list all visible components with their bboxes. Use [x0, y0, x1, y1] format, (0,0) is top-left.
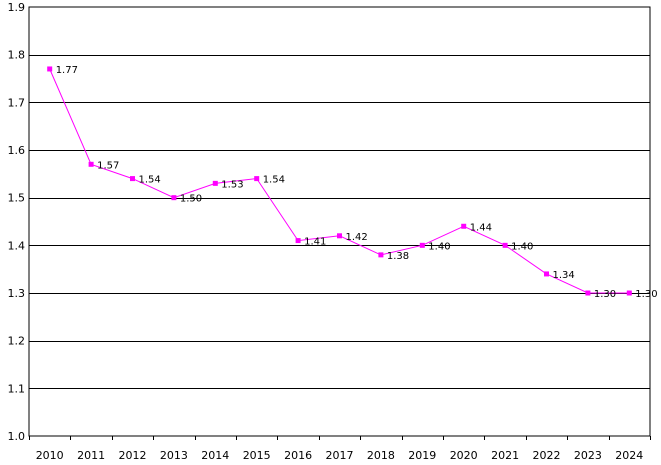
x-tick-label: 2015: [243, 449, 271, 462]
y-tick-label: 1.2: [8, 335, 26, 348]
data-label: 1.42: [346, 232, 368, 243]
y-tick-label: 1.1: [8, 382, 26, 395]
data-label: 1.34: [553, 270, 575, 281]
data-point: [626, 290, 632, 296]
data-point: [419, 242, 425, 248]
data-label: 1.57: [97, 160, 119, 171]
data-point: [337, 233, 342, 239]
data-label: 1.54: [139, 175, 161, 186]
x-tick-label: 2011: [77, 449, 105, 462]
data-point: [254, 176, 260, 182]
data-point: [130, 176, 135, 182]
y-tick-label: 1.7: [8, 96, 26, 109]
x-tick-label: 2022: [533, 449, 561, 462]
data-label: 1.40: [428, 241, 450, 252]
data-label: 1.30: [594, 289, 616, 300]
data-point: [88, 161, 94, 167]
y-tick-label: 1.5: [8, 192, 26, 205]
data-point: [295, 238, 301, 244]
x-tick-label: 2018: [367, 449, 395, 462]
x-tick-label: 2017: [326, 449, 354, 462]
y-tick-label: 1.0: [8, 430, 26, 443]
x-tick-label: 2012: [119, 449, 147, 462]
data-point: [585, 290, 591, 296]
grid-lines: [29, 55, 650, 389]
data-label: 1.54: [263, 175, 285, 186]
plot-area: [28, 6, 651, 437]
x-tick-label: 2019: [408, 449, 436, 462]
y-axis: 1.0 1.1 1.2 1.3 1.4 1.5 1.6 1.7 1.8 1.9: [8, 1, 26, 443]
data-point: [171, 195, 177, 201]
x-tick-label: 2013: [160, 449, 188, 462]
data-label: 1.41: [304, 237, 326, 248]
x-tick-label: 2024: [615, 449, 643, 462]
y-tick-label: 1.9: [8, 1, 26, 14]
data-label: 1.30: [635, 289, 657, 300]
data-point: [544, 271, 549, 277]
data-point: [47, 66, 53, 72]
data-point: [461, 223, 467, 229]
data-label: 1.77: [56, 65, 78, 76]
x-tick-label: 2014: [201, 449, 229, 462]
y-tick-label: 1.6: [8, 144, 26, 157]
data-label: 1.50: [180, 194, 202, 205]
data-point: [212, 180, 218, 186]
x-axis: 2010 2011 2012 2013 2014 2015 2016 2017 2018 2019…: [29, 436, 651, 462]
x-tick-label: 2010: [36, 449, 64, 462]
data-label: 1.53: [221, 179, 243, 190]
data-label: 1.44: [470, 222, 492, 233]
data-label: 1.40: [511, 241, 533, 252]
x-tick-label: 2021: [491, 449, 519, 462]
x-tick-label: 2020: [450, 449, 478, 462]
data-label: 1.38: [387, 251, 409, 262]
x-tick-label: 2023: [574, 449, 602, 462]
data-point: [378, 252, 384, 258]
series-layer: 1.77 1.57 1.54 1.50 1.53 1.54 1.41 1.42 1.38 1.40…: [47, 65, 658, 300]
data-point: [502, 242, 508, 248]
y-tick-label: 1.4: [8, 239, 26, 252]
y-tick-label: 1.3: [8, 287, 26, 300]
x-tick-label: 2016: [284, 449, 312, 462]
y-tick-label: 1.8: [8, 49, 26, 62]
